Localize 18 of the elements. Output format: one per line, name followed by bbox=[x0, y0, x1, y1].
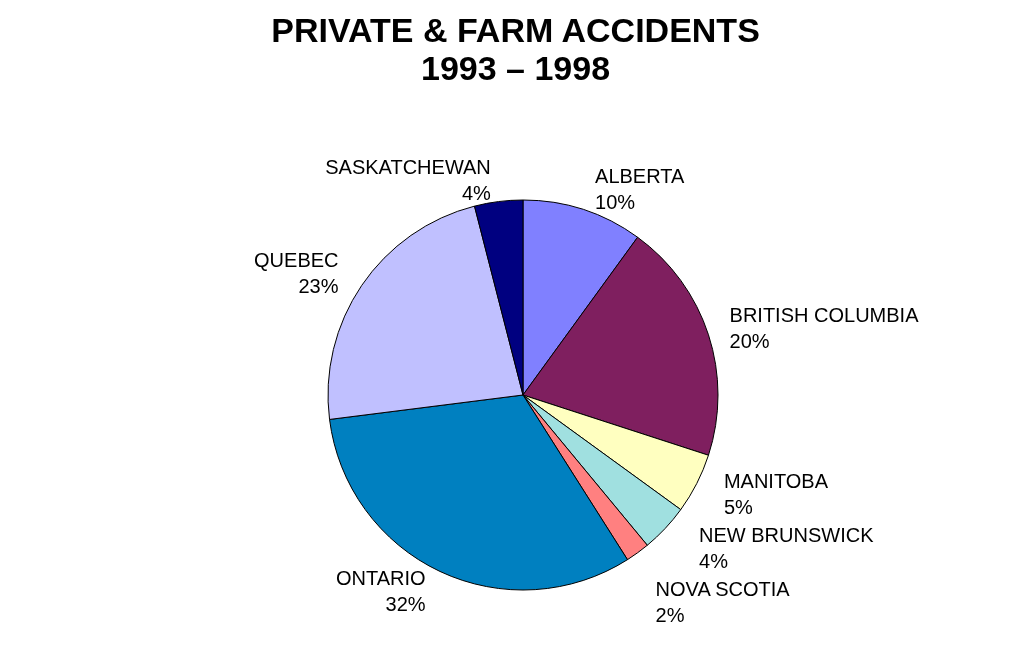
slice-label: NOVA SCOTIA bbox=[655, 577, 791, 600]
data-label: 2% bbox=[655, 603, 685, 626]
slice-label: ONTARIO bbox=[335, 567, 426, 590]
slice-label: QUEBEC bbox=[254, 249, 339, 272]
slice-label: BRITISH COLUMBIA bbox=[729, 303, 920, 326]
data-label: 32% bbox=[385, 593, 426, 616]
slice-label: ALBERTA bbox=[595, 164, 686, 187]
chart-subtitle: 1993 – 1998 bbox=[420, 49, 611, 87]
slice-label: SASKATCHEWAN bbox=[325, 155, 491, 178]
slice-label: MANITOBA bbox=[723, 469, 829, 492]
data-label: 5% bbox=[723, 495, 754, 518]
data-label: 4% bbox=[699, 549, 729, 572]
data-label: 4% bbox=[461, 181, 492, 204]
chart-title: PRIVATE & FARM ACCIDENTS bbox=[271, 11, 760, 49]
data-label: 20% bbox=[729, 329, 770, 352]
data-label: 23% bbox=[298, 275, 339, 298]
slice-label: NEW BRUNSWICK bbox=[699, 523, 875, 546]
data-label: 10% bbox=[595, 190, 636, 213]
